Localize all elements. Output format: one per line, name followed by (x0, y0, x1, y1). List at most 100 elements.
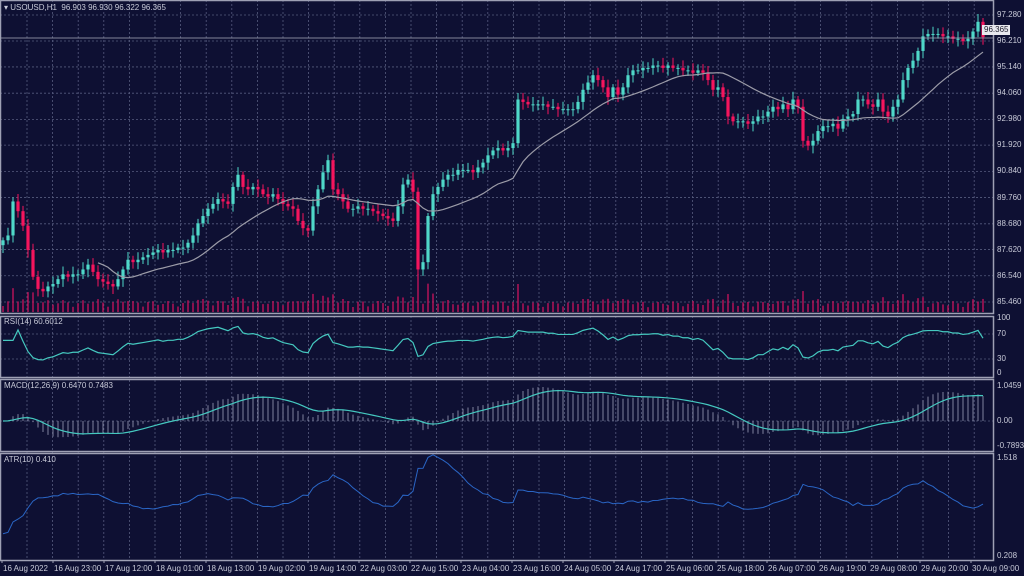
time-axis-tick: 29 Aug 20:00 (921, 564, 969, 573)
candle-bearish (361, 206, 365, 209)
candle-bullish (421, 262, 425, 270)
rsi-label: RSI(14) 60.6012 (4, 317, 63, 326)
candle-bearish (661, 65, 665, 68)
candle-bearish (606, 87, 610, 98)
candle-bearish (226, 201, 230, 204)
candle-bullish (936, 33, 940, 35)
price-axis-tick: 91.920 (997, 140, 1022, 150)
candle-bearish (706, 72, 710, 81)
candle-bullish (56, 279, 60, 285)
candle-bullish (141, 257, 145, 260)
candle-bullish (756, 116, 760, 122)
candle-bullish (916, 50, 920, 61)
candle-bullish (611, 87, 615, 98)
candle-bullish (401, 184, 405, 207)
atr-axis-tick: 0.208 (997, 551, 1018, 560)
time-axis-tick: 26 Aug 19:00 (819, 564, 867, 573)
candle-bullish (191, 235, 195, 243)
candle-bullish (876, 99, 880, 107)
panel-frame (0, 315, 995, 379)
candle-bullish (126, 259, 130, 270)
candle-bullish (396, 206, 400, 221)
rsi-axis-tick: 30 (997, 354, 1006, 363)
candle-bullish (136, 259, 140, 263)
macd-label: MACD(12,26,9) 0.6470 0.7483 (4, 381, 113, 390)
candle-bearish (26, 225, 30, 251)
candle-bullish (366, 208, 370, 210)
candle-bullish (696, 70, 700, 73)
candle-bearish (336, 189, 340, 195)
candle-bullish (206, 208, 210, 217)
candle-bullish (541, 104, 545, 106)
candle-bearish (711, 80, 715, 90)
candle-bullish (841, 118, 845, 129)
price-axis-tick: 85.460 (997, 296, 1022, 306)
macd-axis-tick: 1.0459 (997, 381, 1022, 390)
candle-bullish (571, 109, 575, 111)
candle-bullish (151, 252, 155, 255)
candle-bullish (61, 274, 65, 280)
candle-bearish (886, 111, 890, 117)
candle-bullish (11, 201, 15, 236)
candle-bearish (411, 179, 415, 192)
candle-bullish (891, 106, 895, 117)
candle-bullish (81, 269, 85, 275)
macd-signal-line (2, 389, 984, 435)
candle-bearish (801, 106, 805, 141)
candle-bullish (956, 38, 960, 40)
candle-bearish (521, 99, 525, 102)
time-axis-tick: 25 Aug 06:00 (666, 564, 714, 573)
candle-bullish (666, 65, 670, 68)
collapse-triangle-icon[interactable]: ▾ (4, 3, 9, 12)
time-axis-tick: 30 Aug 09:00 (972, 564, 1020, 573)
candle-bearish (951, 36, 955, 39)
candle-bullish (566, 109, 570, 111)
panel-frame (0, 452, 995, 562)
candle-bullish (311, 206, 315, 231)
candle-bearish (416, 191, 420, 270)
candle-bearish (726, 97, 730, 117)
rsi-axis-tick: 100 (997, 313, 1011, 322)
candle-bearish (36, 276, 40, 289)
candle-bullish (251, 186, 255, 190)
candle-bullish (431, 194, 435, 217)
candle-bullish (626, 75, 630, 88)
time-axis-tick: 22 Aug 15:00 (411, 564, 459, 573)
candle-bullish (86, 264, 90, 270)
candle-bearish (21, 211, 25, 226)
candle-bearish (601, 80, 605, 88)
candle-bullish (76, 274, 80, 276)
candle-bullish (196, 223, 200, 236)
candle-bearish (961, 38, 965, 42)
candle-bearish (556, 106, 560, 110)
candle-bullish (901, 80, 905, 100)
candle-bullish (736, 121, 740, 123)
moving-average-line (97, 51, 984, 279)
candle-bearish (376, 211, 380, 214)
candle-bullish (911, 60, 915, 68)
candle-bearish (721, 87, 725, 98)
candle-bullish (186, 242, 190, 248)
price-axis-tick: 86.540 (997, 270, 1022, 280)
candle-bearish (836, 123, 840, 129)
candle-bullish (486, 155, 490, 163)
candle-bearish (276, 194, 280, 200)
candle-bearish (731, 116, 735, 122)
time-axis-tick: 24 Aug 17:00 (615, 564, 663, 573)
candle-bullish (146, 254, 150, 258)
price-axis-tick: 94.060 (997, 88, 1022, 98)
candle-bullish (771, 106, 775, 112)
candle-bullish (236, 174, 240, 187)
candle-bullish (831, 123, 835, 127)
candle-bullish (456, 169, 460, 175)
candle-bearish (261, 189, 265, 195)
candle-bearish (301, 220, 305, 229)
candle-bullish (651, 65, 655, 68)
atr-axis-tick: 1.518 (997, 453, 1018, 462)
candle-bearish (471, 169, 475, 173)
time-axis-tick: 29 Aug 08:00 (870, 564, 918, 573)
time-axis-tick: 23 Aug 16:00 (513, 564, 561, 573)
candle-bearish (131, 259, 135, 263)
candle-bullish (511, 143, 515, 149)
